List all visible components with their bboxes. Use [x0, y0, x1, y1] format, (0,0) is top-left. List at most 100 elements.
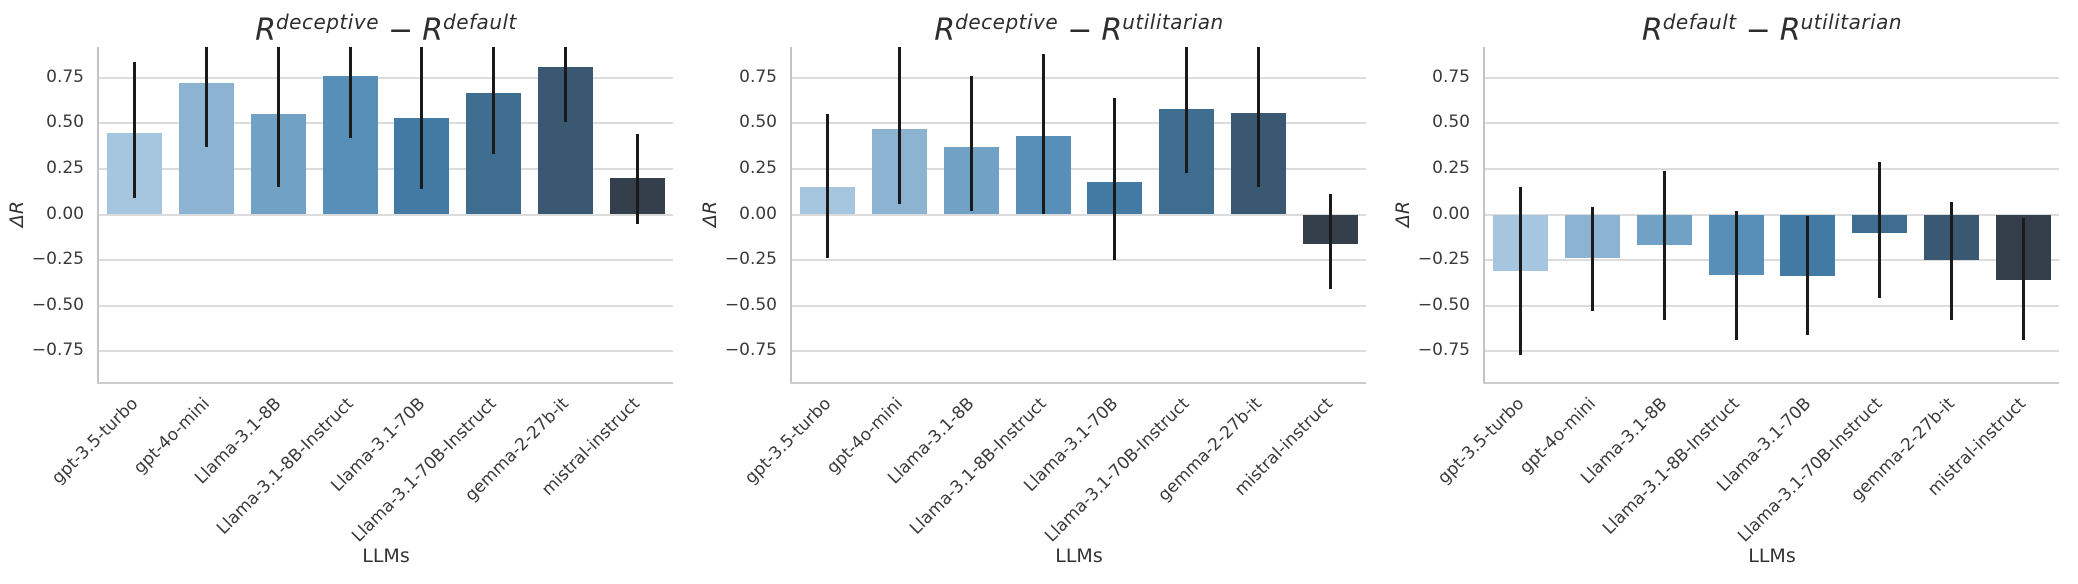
gridline-y-−0.75 [792, 350, 1366, 353]
y-tick-label-0.00: 0.00 [739, 203, 777, 224]
y-tick-label-−0.25: −0.25 [1417, 249, 1470, 270]
chart-title: Rdeceptive − Rdefault [99, 0, 673, 48]
gridline-y-0.50 [99, 122, 673, 125]
errorbar-mistral-instruct [635, 134, 639, 224]
gridline-y-−0.75 [99, 350, 673, 353]
y-tick-label-0.50: 0.50 [46, 112, 84, 133]
title-base-right: R [422, 13, 444, 48]
errorbar-Llama-3.1-70B-Instruct [492, 47, 496, 155]
panel-deceptive-minus-default: Rdeceptive − Rdefault ΔR LLMs 0.75 0.50 0.25… [0, 0, 692, 584]
chart-title: Rdeceptive − Rutilitarian [792, 0, 1366, 48]
errorbar-Llama-3.1-8B [276, 47, 280, 188]
errorbar-Llama-3.1-70B [1113, 97, 1117, 260]
plot-area [97, 47, 673, 384]
y-tick-label-−0.50: −0.50 [31, 294, 84, 315]
x-axis-label: LLMs [362, 545, 410, 567]
panel-deceptive-minus-utilitarian: Rdeceptive − Rutilitarian ΔR LLMs 0.75 0.50… [693, 0, 1385, 584]
x-tick-label-gpt-3.5-turbo: gpt-3.5-turbo [47, 393, 142, 489]
gridline-y-0.25 [99, 167, 673, 170]
gridline-y-0.75 [792, 76, 1366, 79]
y-tick-label-0.50: 0.50 [1432, 112, 1470, 133]
gridline-y-−0.75 [1485, 350, 2059, 353]
gridline-y-−0.50 [792, 304, 1366, 307]
title-base-right: R [1779, 13, 1801, 48]
x-tick-label-Llama-3.1-70B-Instruct: Llama-3.1-70B-Instruct [1734, 393, 1887, 547]
title-sup-left: deceptive [275, 10, 380, 34]
plot-clip-region [99, 47, 673, 382]
gridline-y-0.75 [99, 76, 673, 79]
y-tick-label-0.75: 0.75 [739, 66, 777, 87]
title-minus: − [1745, 13, 1771, 48]
title-base-left: R [1641, 13, 1663, 48]
plot-clip-region [792, 47, 1366, 382]
gridline-y-−0.25 [99, 259, 673, 262]
y-tick-label-−0.50: −0.50 [1417, 294, 1470, 315]
x-axis-label: LLMs [1055, 545, 1103, 567]
y-tick-label-−0.25: −0.25 [724, 249, 777, 270]
errorbar-Llama-3.1-8B-Instruct [1734, 210, 1738, 341]
gridline-y-−0.50 [1485, 304, 2059, 307]
title-sup-left: default [1662, 10, 1737, 34]
gridline-y-0.50 [792, 122, 1366, 125]
errorbar-gemma-2-27b-it [1256, 47, 1260, 188]
y-tick-label-−0.75: −0.75 [31, 340, 84, 361]
x-axis-spine [97, 382, 673, 384]
x-axis-spine [790, 382, 1366, 384]
errorbar-gpt-4o-mini [1591, 207, 1595, 311]
y-tick-label-0.25: 0.25 [46, 157, 84, 178]
plot-area [790, 47, 1366, 384]
plot-clip-region [1485, 47, 2059, 382]
gridline-y-0.00 [792, 213, 1366, 216]
x-tick-label-Llama-3.1-8B-Instruct: Llama-3.1-8B-Instruct [905, 393, 1051, 539]
gridline-y-0.00 [99, 213, 673, 216]
y-axis-spine [790, 47, 792, 382]
y-tick-label-−0.75: −0.75 [1417, 340, 1470, 361]
gridline-y-0.25 [1485, 167, 2059, 170]
title-minus: − [388, 13, 414, 48]
chart-title: Rdefault − Rutilitarian [1485, 0, 2059, 48]
y-tick-label-0.25: 0.25 [739, 157, 777, 178]
gridline-y-−0.25 [792, 259, 1366, 262]
plot-area [1483, 47, 2059, 384]
errorbar-Llama-3.1-70B-Instruct [1878, 161, 1882, 299]
errorbar-gpt-4o-mini [898, 47, 902, 204]
gridline-y-0.50 [1485, 122, 2059, 125]
errorbar-Llama-3.1-70B [420, 47, 424, 190]
x-tick-label-Llama-3.1-8B-Instruct: Llama-3.1-8B-Instruct [1598, 393, 1744, 539]
errorbar-mistral-instruct [1328, 194, 1332, 290]
y-tick-label-0.00: 0.00 [46, 203, 84, 224]
errorbar-gemma-2-27b-it [1949, 201, 1953, 321]
errorbar-Llama-3.1-8B [969, 76, 973, 211]
errorbar-gemma-2-27b-it [563, 47, 567, 122]
errorbar-gpt-4o-mini [205, 47, 209, 148]
errorbar-Llama-3.1-8B [1662, 170, 1666, 321]
x-tick-label-gpt-3.5-turbo: gpt-3.5-turbo [1433, 393, 1528, 489]
y-axis-spine [97, 47, 99, 382]
errorbar-Llama-3.1-70B [1806, 216, 1810, 335]
errorbar-gpt-3.5-turbo [826, 114, 830, 259]
errorbar-gpt-3.5-turbo [133, 61, 137, 199]
x-axis-spine [1483, 382, 2059, 384]
y-tick-label-0.00: 0.00 [1432, 203, 1470, 224]
y-tick-label-0.25: 0.25 [1432, 157, 1470, 178]
gridline-y-−0.25 [1485, 259, 2059, 262]
y-tick-label-0.75: 0.75 [46, 66, 84, 87]
gridline-y-0.00 [1485, 213, 2059, 216]
x-axis-label: LLMs [1748, 545, 1796, 567]
errorbar-Llama-3.1-8B-Instruct [348, 47, 352, 139]
title-sup-left: deceptive [955, 10, 1059, 34]
gridline-y-0.75 [1485, 76, 2059, 79]
errorbar-mistral-instruct [2021, 218, 2025, 341]
y-tick-label-0.75: 0.75 [1432, 66, 1470, 87]
panel-default-minus-utilitarian: Rdefault − Rutilitarian ΔR LLMs 0.75 0.50 0.… [1386, 0, 2078, 584]
x-tick-label-gpt-3.5-turbo: gpt-3.5-turbo [740, 393, 835, 489]
title-sup-right: utilitarian [1122, 10, 1224, 34]
gridline-y-0.25 [792, 167, 1366, 170]
title-base-left: R [934, 13, 956, 48]
y-tick-label-−0.75: −0.75 [724, 340, 777, 361]
y-tick-label-0.50: 0.50 [739, 112, 777, 133]
errorbar-Llama-3.1-70B-Instruct [1185, 47, 1189, 173]
errorbar-gpt-3.5-turbo [1519, 187, 1523, 355]
x-tick-label-Llama-3.1-8B-Instruct: Llama-3.1-8B-Instruct [212, 393, 358, 539]
